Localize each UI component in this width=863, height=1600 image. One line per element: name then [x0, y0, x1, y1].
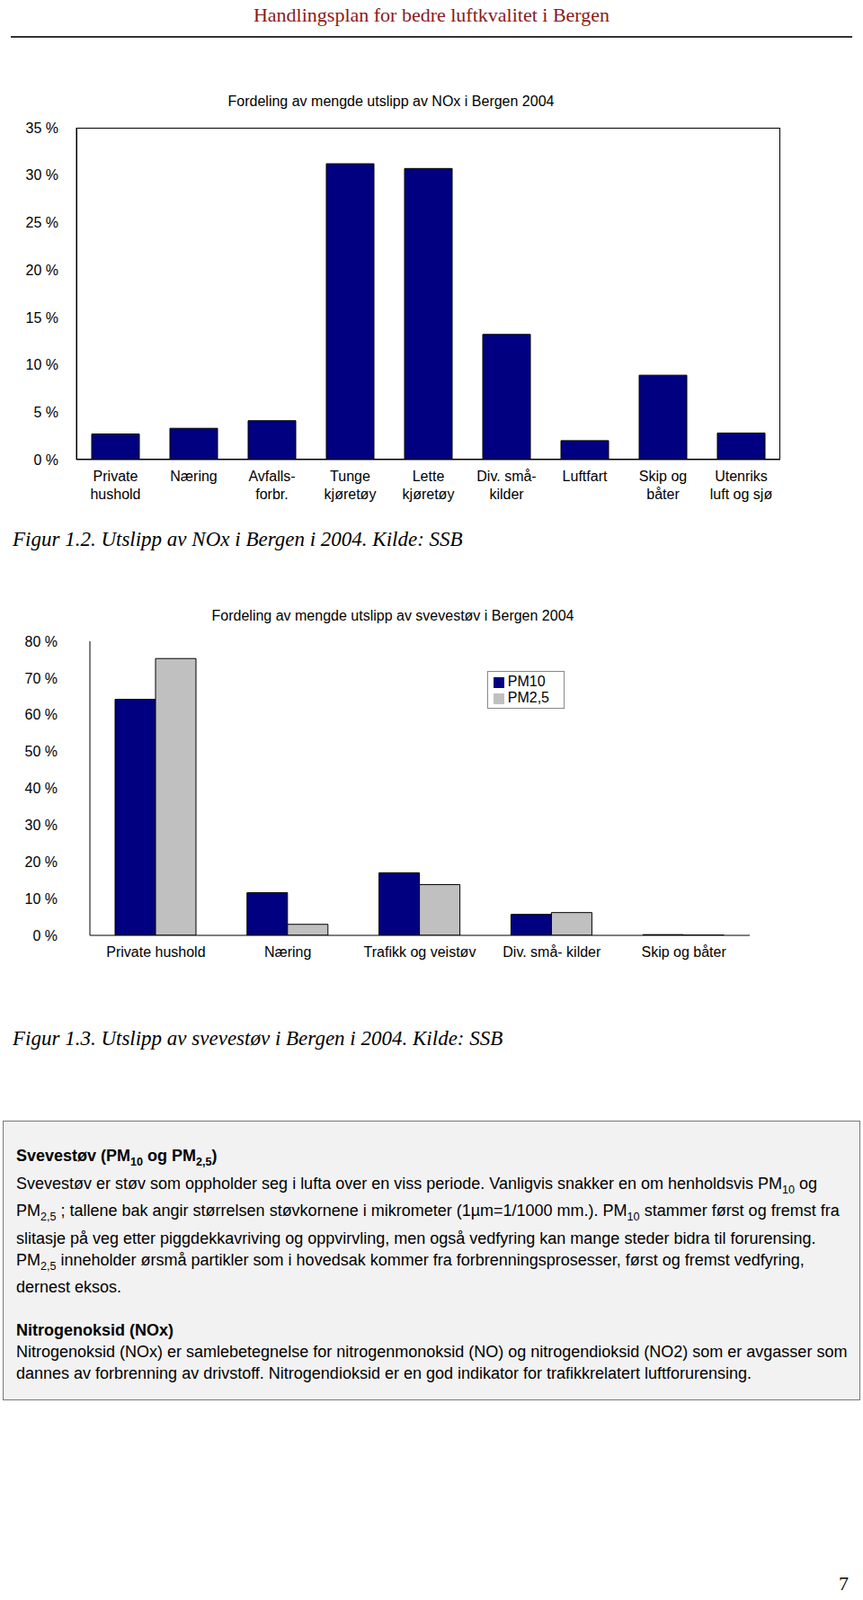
- svg-text:10 %: 10 %: [26, 356, 59, 373]
- svg-text:Div. små-kilder: Div. små-kilder: [476, 468, 536, 502]
- svg-text:0 %: 0 %: [32, 927, 58, 944]
- svg-text:0 %: 0 %: [33, 452, 59, 468]
- html-text:Fordeling av mengde utslipp av: Fordeling av mengde utslipp av NOx i Ber…: [227, 93, 555, 109]
- svg-text:Private hushold: Private hushold: [106, 943, 205, 960]
- svg-text:35 %: 35 %: [26, 120, 59, 136]
- html-text:Fordeling av mengde utslipp av: Fordeling av mengde utslipp av svevestøv…: [211, 607, 574, 623]
- html-text:7: 7: [838, 1571, 849, 1594]
- svg-text:Lettekjøretøy: Lettekjøretøy: [402, 468, 455, 502]
- html-text:PM10: PM10: [507, 673, 546, 689]
- svg-text:25 %: 25 %: [26, 214, 59, 231]
- svg-text:Trafikk og veistøv: Trafikk og veistøv: [364, 943, 477, 960]
- svg-text:80 %: 80 %: [25, 633, 58, 650]
- svg-text:Utenriksluft og sjø: Utenriksluft og sjø: [710, 468, 774, 502]
- svg-text:Privatehushold: Privatehushold: [89, 468, 141, 502]
- html-text:Handlingsplan for bedre luftkv: Handlingsplan for bedre luftkvalitet i B…: [253, 3, 610, 27]
- svg-text:Næring: Næring: [169, 468, 217, 484]
- svg-text:20 %: 20 %: [26, 262, 59, 278]
- svg-text:Luftfart: Luftfart: [562, 468, 608, 484]
- svg-text:Skip og båter: Skip og båter: [640, 943, 727, 960]
- html-text:Svevestøv (PM10og PM2,5): Svevestøv (PM10og PM2,5): [16, 1146, 218, 1168]
- svg-text:Avfalls-forbr.: Avfalls-forbr.: [248, 468, 295, 502]
- html-text:Figur 1.3. Utslipp av svevestø: Figur 1.3. Utslipp av svevestøv i Bergen…: [12, 1026, 503, 1050]
- svg-text:30 %: 30 %: [25, 817, 58, 833]
- svg-text:Tungekjøretøy: Tungekjøretøy: [324, 468, 377, 502]
- svg-text:5 %: 5 %: [33, 404, 59, 420]
- html-text:PM2,5: PM2,5: [507, 689, 550, 705]
- svg-text:50 %: 50 %: [25, 743, 58, 759]
- svg-text:Skip ogbåter: Skip ogbåter: [639, 468, 687, 502]
- html-text:Svevestøv er støv som oppholde: Svevestøv er støv som oppholder seg i lu…: [16, 1173, 840, 1296]
- svg-text:Div. små- kilder: Div. små- kilder: [502, 943, 602, 960]
- svg-text:20 %: 20 %: [25, 854, 58, 870]
- svg-text:10 %: 10 %: [25, 890, 58, 907]
- svg-text:Næring: Næring: [264, 943, 312, 960]
- svg-text:15 %: 15 %: [26, 310, 59, 326]
- html-text:Figur 1.2. Utslipp av NOx i Be: Figur 1.2. Utslipp av NOx i Bergen i 200…: [12, 527, 463, 551]
- svg-text:40 %: 40 %: [25, 780, 58, 796]
- svg-text:30 %: 30 %: [26, 167, 59, 183]
- html-text:Nitrogenoksid (NOx) er samlebe: Nitrogenoksid (NOx) er samlebetegnelse f…: [16, 1342, 848, 1383]
- svg-text:60 %: 60 %: [25, 706, 58, 722]
- svg-text:70 %: 70 %: [25, 670, 58, 686]
- html-text:Nitrogenoksid (NOx): Nitrogenoksid (NOx): [16, 1320, 174, 1339]
